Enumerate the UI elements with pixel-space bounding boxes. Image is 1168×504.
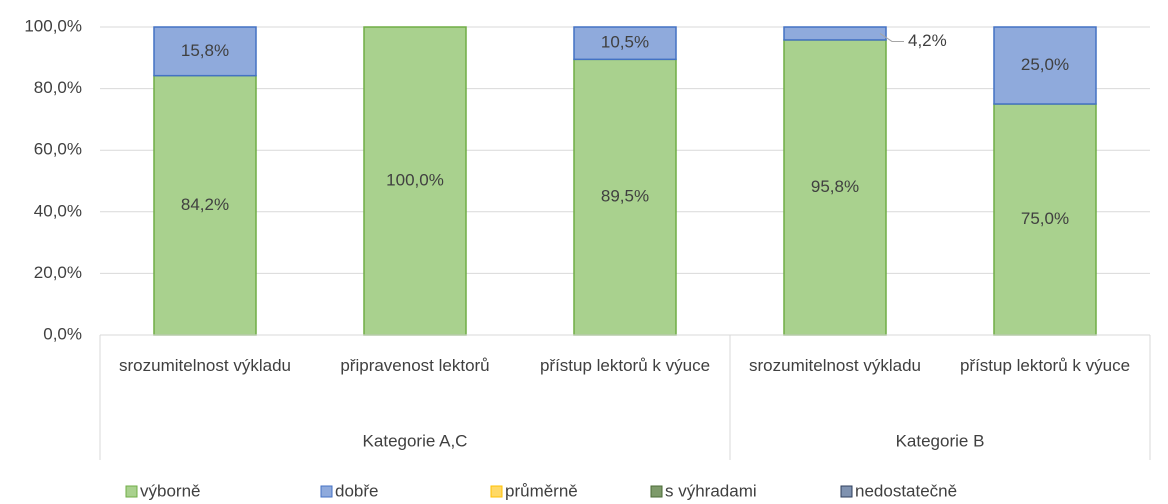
data-label: 4,2% bbox=[908, 31, 947, 50]
bar-segment bbox=[993, 26, 1097, 105]
x-tick-label: přístup lektorů k výuce bbox=[540, 356, 710, 375]
bar-segment bbox=[153, 26, 257, 77]
data-label: 100,0% bbox=[386, 170, 444, 189]
bar-segment bbox=[573, 26, 677, 61]
group-label: Kategorie B bbox=[896, 431, 985, 450]
data-label: 10,5% bbox=[601, 33, 649, 52]
x-tick-label: přístup lektorů k výuce bbox=[960, 356, 1130, 375]
legend-label: nedostatečně bbox=[855, 481, 957, 500]
data-label: 75,0% bbox=[1021, 209, 1069, 228]
y-tick-label: 0,0% bbox=[43, 324, 82, 343]
bar-segment bbox=[783, 26, 887, 41]
y-tick-label: 80,0% bbox=[34, 78, 82, 97]
legend-swatch bbox=[125, 485, 138, 498]
legend-label: výborně bbox=[140, 481, 200, 500]
y-tick-label: 100,0% bbox=[24, 16, 82, 35]
bar-segment bbox=[993, 103, 1097, 336]
x-tick-label: připravenost lektorů bbox=[340, 356, 489, 375]
y-tick-label: 60,0% bbox=[34, 140, 82, 159]
data-label: 95,8% bbox=[811, 177, 859, 196]
bar-segment bbox=[363, 26, 467, 336]
bar-segment bbox=[783, 39, 887, 336]
x-tick-label: srozumitelnost výkladu bbox=[119, 356, 291, 375]
data-label: 89,5% bbox=[601, 187, 649, 206]
data-label: 25,0% bbox=[1021, 55, 1069, 74]
data-label: 84,2% bbox=[181, 195, 229, 214]
leader-line bbox=[879, 33, 904, 42]
x-tick-label: srozumitelnost výkladu bbox=[749, 356, 921, 375]
legend-swatch bbox=[320, 485, 333, 498]
legend-swatch bbox=[490, 485, 503, 498]
group-label: Kategorie A,C bbox=[363, 431, 468, 450]
legend-label: s výhradami bbox=[665, 481, 757, 500]
legend-swatch bbox=[650, 485, 663, 498]
legend-label: průměrně bbox=[505, 481, 578, 500]
legend-label: dobře bbox=[335, 481, 378, 500]
y-tick-label: 20,0% bbox=[34, 263, 82, 282]
data-label: 15,8% bbox=[181, 41, 229, 60]
legend-swatch bbox=[840, 485, 853, 498]
y-tick-label: 40,0% bbox=[34, 201, 82, 220]
